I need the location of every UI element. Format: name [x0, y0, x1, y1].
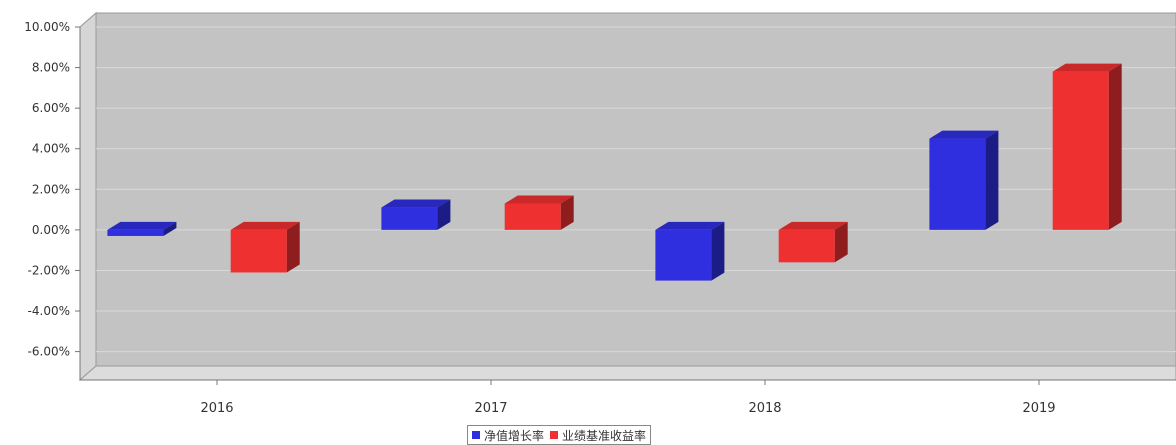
bar-front-face: [381, 207, 438, 230]
bar-side-face: [985, 130, 999, 230]
bar-top-face: [1052, 63, 1122, 72]
bar-top-face: [381, 199, 451, 208]
legend-swatch-series-2: [550, 431, 559, 439]
plot-floor: [78, 365, 1176, 381]
bar-front-face: [929, 138, 986, 230]
y-tick-label: -2.00%: [28, 263, 70, 277]
y-tick-label: 2.00%: [32, 182, 70, 196]
bar-side-face: [437, 199, 451, 230]
y-tick-label: 10.00%: [24, 20, 70, 34]
legend-swatch-series-1: [472, 431, 480, 439]
bar-净值增长率-2019: [929, 130, 999, 230]
bar-top-face: [655, 221, 725, 230]
bar-side-face: [834, 221, 848, 263]
y-tick-label: -6.00%: [28, 345, 70, 359]
bar-业绩基准收益率-2017: [504, 195, 574, 230]
x-tick-label: 2017: [474, 401, 507, 416]
bar-side-face: [1108, 63, 1122, 230]
legend: 净值增长率 业绩基准收益率: [467, 425, 652, 445]
bar-side-face: [286, 221, 300, 273]
bar-front-face: [655, 229, 712, 281]
bar-top-face: [778, 221, 848, 230]
y-axis-ticks: 10.00% 8.00% 6.00% 4.00% 2.00% 0.00% -2.00% -4.…: [24, 20, 81, 380]
bar-side-face: [560, 195, 574, 230]
x-tick-label: 2018: [748, 401, 781, 416]
legend-item-series-2: 业绩基准收益率: [550, 427, 646, 444]
bar-业绩基准收益率-2016: [230, 221, 300, 273]
bar-front-face: [1052, 71, 1109, 230]
y-tick-label: 6.00%: [32, 101, 70, 115]
y-tick-label: 0.00%: [32, 223, 70, 237]
bar-top-face: [504, 195, 574, 204]
legend-label-series-1: 净值增长率: [484, 428, 545, 443]
bar-净值增长率-2016: [107, 221, 177, 236]
y-tick-label: 8.00%: [32, 61, 70, 75]
bar-front-face: [230, 229, 287, 273]
bar-side-face: [711, 221, 725, 281]
legend-label-series-2: 业绩基准收益率: [562, 428, 647, 443]
x-tick-label: 2019: [1022, 401, 1055, 416]
bar-front-face: [107, 229, 164, 236]
bar-净值增长率-2017: [381, 199, 451, 230]
bar-front-face: [504, 203, 561, 230]
plot-side-wall: [79, 11, 97, 382]
bar-业绩基准收益率-2018: [778, 221, 848, 263]
y-tick-label: -4.00%: [28, 304, 70, 318]
bar-业绩基准收益率-2019: [1052, 63, 1122, 230]
bar-side-face: [163, 221, 177, 236]
bar-净值增长率-2018: [655, 221, 725, 281]
plot-area: [78, 11, 1176, 382]
bar-top-face: [107, 221, 177, 230]
bar-top-face: [230, 221, 300, 230]
legend-item-series-1: 净值增长率: [472, 427, 544, 444]
y-tick-label: 4.00%: [32, 142, 70, 156]
x-axis-ticks: 2016 2017 2018 2019: [80, 379, 1176, 416]
bar-front-face: [778, 229, 835, 263]
x-tick-label: 2016: [200, 401, 233, 416]
bars: [107, 63, 1122, 281]
bar-top-face: [929, 130, 999, 139]
